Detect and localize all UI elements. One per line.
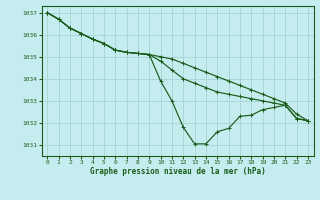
X-axis label: Graphe pression niveau de la mer (hPa): Graphe pression niveau de la mer (hPa) [90, 167, 266, 176]
